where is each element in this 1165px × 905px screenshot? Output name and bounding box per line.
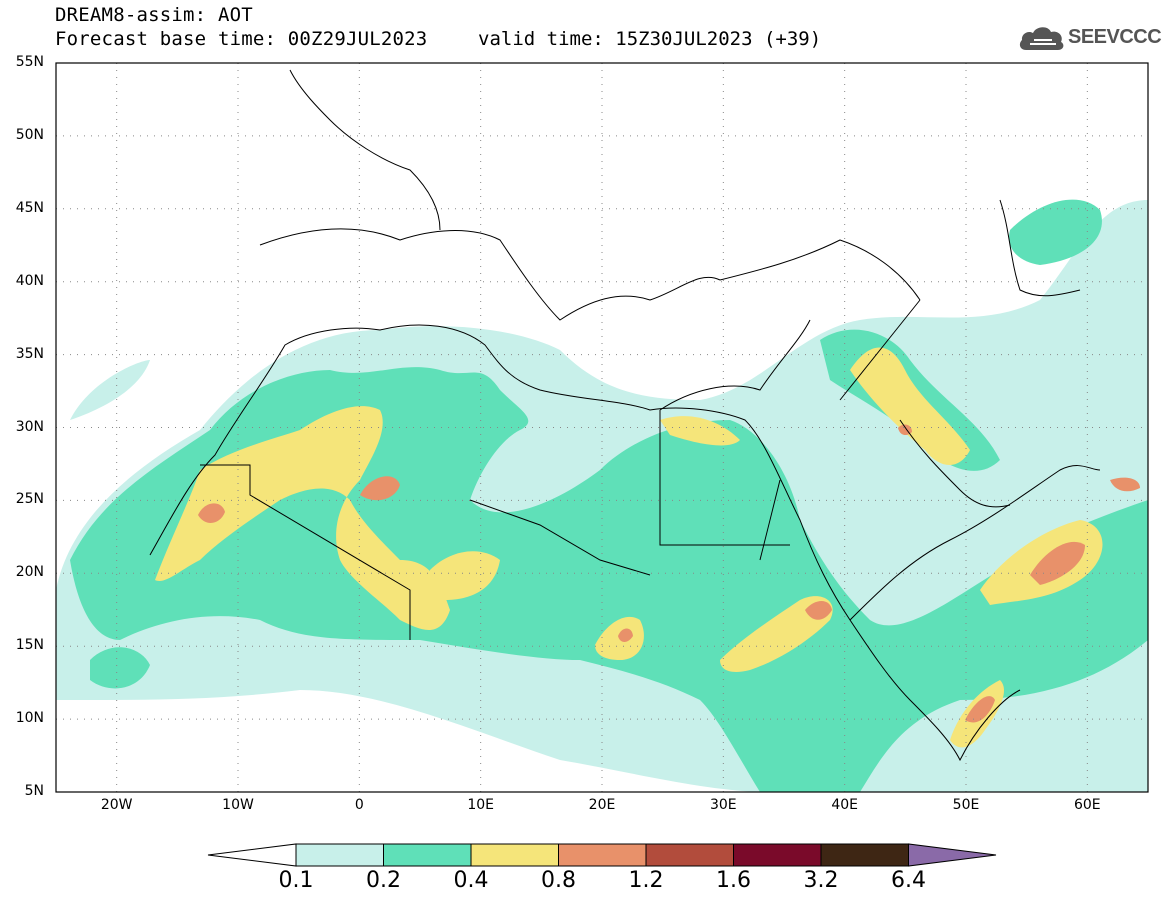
colorbar-swatch [645,843,734,867]
colorbar-level-label: 0.8 [541,868,576,893]
lat-label: 25N [15,491,44,508]
aot-band-0.4-sudan [720,596,833,672]
colorbar-swatch [558,843,647,867]
lat-label: 45N [15,199,44,216]
lat-label: 40N [15,272,44,289]
colorbar [207,843,997,867]
aot-band-0.8-d [965,696,995,723]
lat-label: 55N [15,54,44,70]
aot-band-0.8-e [805,601,832,620]
lon-label: 10E [467,797,494,813]
logo-text: SEEVCCC [1068,26,1162,48]
lon-label: 20E [588,797,616,813]
aot-band-0.8-f [1110,477,1140,492]
colorbar-swatch [470,843,559,867]
aot-band-0.4-iraq [850,347,970,465]
lon-label: 50E [952,797,980,813]
colorbar-swatch [820,843,909,867]
colorbar-level-label: 6.4 [891,868,926,893]
aot-band-0.4-sahara [155,406,450,630]
lat-label: 15N [15,637,44,654]
colorbar-level-label: 3.2 [803,868,839,893]
colorbar-arrow-low [207,843,297,867]
lat-label: 50N [15,126,44,143]
aot-band-0.2-africa-s [90,647,150,689]
lat-label: 30N [15,418,44,435]
colorbar-arrow-high [908,843,997,867]
aot-band-0.8-b [198,503,225,523]
aot-band-0.1b [70,360,150,420]
colorbar-swatch [733,843,822,867]
lon-label: 0 [354,797,364,813]
colorbar-swatch [295,843,384,867]
forecast-base-time: Forecast base time: 00Z29JUL2023 [55,28,428,50]
coastlines [149,69,1101,762]
colorbar-level-label: 1.6 [716,868,751,893]
aot-band-0.8-a [360,476,400,501]
aot-band-0.4-niger [429,551,500,600]
colorbar-swatch [383,843,472,867]
lon-label: 30E [709,797,737,813]
aot-band-0.8-g [618,628,633,642]
lon-label: 40E [831,797,858,813]
valid-time: valid time: 15Z30JUL2023 (+39) [478,28,822,50]
map-title: DREAM8-assim: AOT [55,4,253,26]
map-frame [55,62,1149,793]
lat-label: 10N [15,710,44,727]
lon-label: 10W [222,797,254,813]
lon-label: 60E [1073,797,1101,813]
lat-label: 5N [24,783,44,799]
colorbar-level-label: 0.2 [366,868,401,893]
lat-label: 35N [15,345,44,362]
seevccc-logo: SEEVCCC [1018,22,1162,56]
colorbar-level-label: 0.4 [453,868,489,893]
aot-band-0.2-caspian [1009,199,1102,265]
cloud-logo-icon [1019,27,1064,50]
lon-label: 20W [100,797,133,813]
colorbar-level-label: 0.1 [278,868,314,893]
aot-contours [56,199,1148,792]
lat-label: 20N [15,564,44,581]
aot-band-0.4-egypt [660,416,740,446]
colorbar-level-label: 1.2 [628,868,664,893]
aot-band-0.8-c [1030,541,1085,585]
